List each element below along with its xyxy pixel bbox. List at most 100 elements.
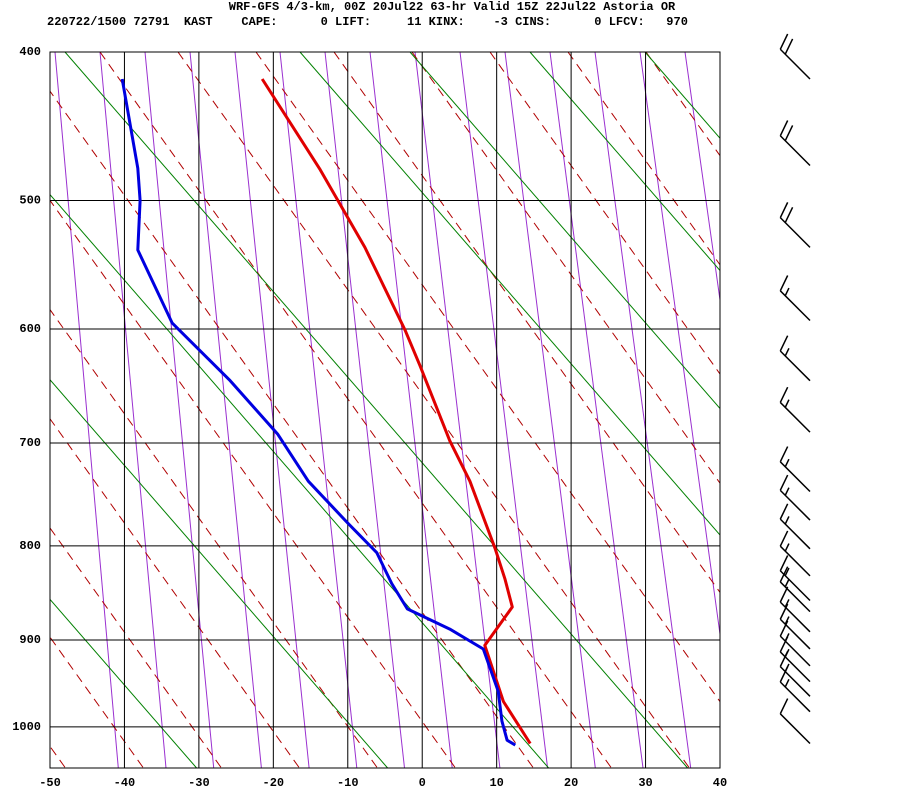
moist-line xyxy=(594,52,692,768)
barb-staff xyxy=(779,713,811,745)
barb-tick xyxy=(779,120,789,137)
moist-line xyxy=(684,52,720,304)
wind-barb xyxy=(779,275,811,322)
moist-line xyxy=(234,52,310,768)
barb-tick xyxy=(779,33,789,50)
wind-barb xyxy=(779,120,811,167)
barb-tick xyxy=(779,698,789,715)
moist-line xyxy=(549,52,644,768)
barb-tick xyxy=(779,620,789,637)
moist-line xyxy=(144,52,215,768)
isotherm-line xyxy=(50,193,549,768)
moist-line xyxy=(279,52,358,768)
y-tick-label: 1000 xyxy=(12,720,41,734)
x-tick-label: -10 xyxy=(337,776,359,790)
moist-line xyxy=(324,52,405,768)
x-tick-label: -40 xyxy=(114,776,136,790)
isotherm-line xyxy=(299,52,720,536)
y-tick-label: 400 xyxy=(19,45,41,59)
y-tick-label: 500 xyxy=(19,194,41,208)
x-tick-label: -20 xyxy=(263,776,285,790)
y-tick-label: 600 xyxy=(19,322,41,336)
barb-tick xyxy=(779,636,789,653)
isotherm-line xyxy=(529,52,720,272)
barb-tick xyxy=(784,399,790,408)
adiabat-line xyxy=(50,90,534,768)
barb-staff xyxy=(779,681,811,713)
adiabat-line xyxy=(99,52,612,768)
wind-barb xyxy=(779,33,811,80)
adiabat-line xyxy=(333,52,720,594)
barb-tick xyxy=(784,678,790,688)
barb-tick xyxy=(779,603,789,620)
x-tick-label: 30 xyxy=(638,776,652,790)
barb-tick xyxy=(779,335,789,352)
barb-tick xyxy=(784,207,794,223)
isotherm-line xyxy=(409,52,720,410)
x-tick-label: 40 xyxy=(713,776,727,790)
moist-line xyxy=(54,52,119,768)
barb-tick xyxy=(779,503,789,520)
x-tick-label: 10 xyxy=(489,776,503,790)
profile-line xyxy=(120,78,517,747)
chart-subtitle: 220722/1500 72791 KAST CAPE: 0 LIFT: 11 … xyxy=(47,15,688,29)
barb-staff xyxy=(779,518,811,550)
isotherm-line xyxy=(50,378,388,768)
wind-barb xyxy=(779,566,811,613)
x-tick-label: -30 xyxy=(188,776,210,790)
wind-barb xyxy=(779,202,811,248)
chart-title: WRF-GFS 4/3-km, 00Z 20Jul22 63-hr Valid … xyxy=(229,0,676,14)
moist-line xyxy=(369,52,453,768)
y-tick-label: 900 xyxy=(19,633,41,647)
barb-tick xyxy=(779,586,789,603)
barb-tick xyxy=(784,599,790,608)
barb-tick xyxy=(784,458,790,468)
profile-line xyxy=(260,78,532,745)
barb-tick xyxy=(784,38,794,55)
wind-barb xyxy=(779,555,811,602)
barb-tick xyxy=(784,567,790,577)
barb-tick xyxy=(784,287,790,297)
moist-line xyxy=(189,52,262,768)
wind-barb xyxy=(779,503,811,550)
adiabat-line xyxy=(255,52,720,703)
moist-line xyxy=(639,52,720,638)
barb-tick xyxy=(779,666,789,683)
wind-barb xyxy=(779,666,811,713)
barb-tick xyxy=(779,566,789,583)
barb-tick xyxy=(779,651,789,667)
barb-tick xyxy=(784,578,790,588)
barb-tick xyxy=(779,202,789,218)
x-tick-label: -50 xyxy=(39,776,61,790)
wind-barb xyxy=(779,698,811,745)
barb-tick xyxy=(784,125,794,142)
moist-line xyxy=(459,52,549,768)
isotherm-line xyxy=(50,598,197,768)
barb-tick xyxy=(779,446,789,463)
barb-staff xyxy=(779,601,811,633)
barb-tick xyxy=(779,555,789,572)
wind-barb xyxy=(779,386,811,433)
adiabat-line xyxy=(177,52,690,768)
wind-barb xyxy=(779,530,811,577)
barb-tick xyxy=(779,386,789,403)
moist-line xyxy=(99,52,167,768)
wind-barb xyxy=(779,474,811,521)
adiabat-line xyxy=(50,199,456,768)
barb-tick xyxy=(779,474,789,491)
y-tick-label: 700 xyxy=(19,436,41,450)
barb-tick xyxy=(784,543,790,552)
barb-tick xyxy=(779,530,789,547)
x-tick-label: 20 xyxy=(564,776,578,790)
reference-lines xyxy=(50,52,720,768)
wind-barb xyxy=(779,586,811,633)
wind-barb xyxy=(779,335,811,382)
y-tick-label: 800 xyxy=(19,539,41,553)
adiabat-line xyxy=(411,52,720,485)
barb-tick xyxy=(784,487,790,496)
barb-tick xyxy=(779,275,789,292)
adiabat-line xyxy=(50,308,378,768)
moist-line xyxy=(504,52,596,768)
